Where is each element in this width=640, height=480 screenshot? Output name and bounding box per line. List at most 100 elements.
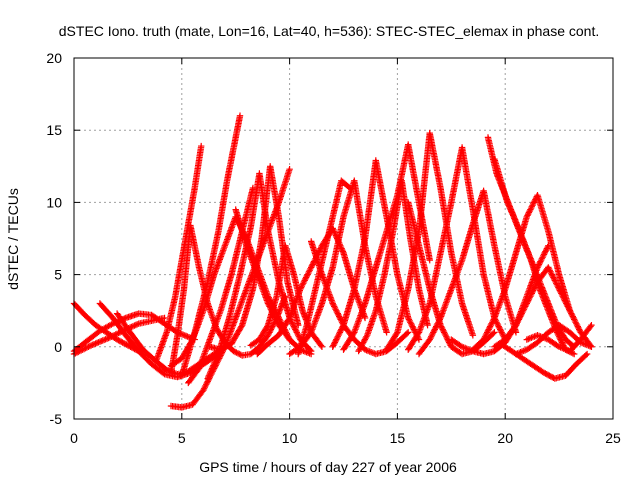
data-point-markers [512,301,530,329]
data-point-markers [545,228,562,277]
data-point-markers [215,179,230,235]
data-point-markers [297,265,314,293]
data-point [198,142,205,150]
x-tick-label: 5 [178,430,186,446]
data-point-markers [437,321,454,349]
data-point-markers [122,310,141,322]
data-point-markers [204,352,221,382]
data-point-markers [372,229,390,271]
data-point-markers [329,179,345,220]
x-tick-label: 20 [497,430,513,446]
data-point [588,343,595,350]
data-point-markers [135,310,154,319]
data-point-markers [361,265,379,307]
data-point [346,184,354,192]
data-point-markers [228,229,245,278]
data-point [426,256,433,264]
data-point-markers [415,337,432,358]
data-point-markers [523,280,540,307]
data-point-markers [555,321,572,335]
data-point-markers [426,129,444,190]
data-point-markers [217,272,235,314]
data-point-markers [523,340,540,353]
data-point-markers [254,271,271,306]
data-point [161,314,168,322]
y-tick-label: 15 [46,122,62,138]
data-point-markers [243,242,260,277]
data-point-markers [340,330,357,353]
data-series [405,144,509,353]
data-point [404,329,412,336]
data-point-markers [223,135,239,184]
data-point-markers [96,321,115,335]
data-point-markers [148,360,167,377]
data-point-markers [415,131,433,235]
data-point-markers [303,287,319,329]
data-point-markers [308,238,325,277]
data-point-markers [232,206,250,248]
data-point-markers [329,323,346,350]
data-point-markers [502,251,519,293]
data-point [383,329,390,336]
axis-ticks: 0 5 10 15 20 25 -5 0 5 10 15 20 [46,50,621,446]
data-point-markers [545,264,562,291]
data-point-markers [394,330,411,346]
data-series [355,177,431,355]
data-series [523,321,595,355]
data-point-markers [426,316,443,343]
data-series [185,184,257,387]
data-point [491,329,498,336]
data-point-markers [152,330,170,365]
data-point-markers [113,336,130,348]
data-point-markers [497,177,511,205]
data-series [178,112,244,379]
data-point-markers [355,333,370,355]
data-point-markers [497,340,514,354]
data-point-markers [122,332,141,354]
x-tick-label: 10 [282,430,298,446]
data-point-markers [282,242,297,277]
x-axis-title: GPS time / hours of day 227 of year 2006 [199,459,457,475]
data-point-markers [204,229,222,285]
data-point [307,350,315,358]
data-point-markers [320,215,336,257]
data-point-markers [534,244,551,271]
data-point-markers [394,287,411,336]
data-point-markers [232,287,250,322]
data-point-markers [480,187,498,248]
data-point-markers [437,287,454,322]
data-point-markers [504,199,517,219]
data-point-markers [566,337,583,355]
y-tick-label: -5 [50,411,63,427]
data-point-markers [221,215,239,249]
data-point-markers [448,258,465,293]
data-point-markers [256,323,271,343]
data-point-markers [480,316,497,343]
data-point-markers [264,294,280,329]
data-point-markers [491,287,508,322]
data-point-markers [167,356,184,369]
data-point-markers [372,157,390,219]
data-point-markers [191,144,205,192]
data-point-markers [351,177,368,248]
data-point-markers [135,318,154,327]
data-point-markers [113,310,133,335]
data-point-markers [530,362,546,376]
data-point [318,343,326,350]
data-point-markers [536,285,551,313]
data-point-markers [480,271,498,320]
y-tick-label: 5 [54,267,62,283]
data-point-markers [275,316,292,339]
data-point-markers [172,258,185,300]
data-series [70,314,168,358]
data-point-markers [351,301,368,336]
data-point-markers [405,330,422,353]
data-series [152,142,205,365]
data-point-markers [217,341,234,353]
data-point-markers [318,271,336,306]
data-point-markers [239,287,256,329]
data-point-markers [178,330,198,379]
data-point-markers [405,229,422,293]
y-tick-label: 0 [54,339,62,355]
